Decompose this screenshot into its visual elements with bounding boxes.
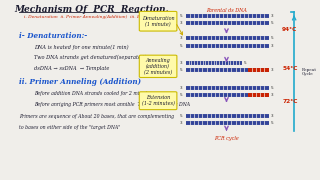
Text: 5: 5 [271, 21, 274, 25]
Text: 3: 3 [180, 21, 182, 25]
Text: 3: 3 [180, 86, 182, 90]
Text: 94°C: 94°C [282, 27, 298, 32]
Text: 3: 3 [180, 36, 182, 40]
Text: 5: 5 [244, 61, 247, 65]
Text: 3: 3 [271, 44, 274, 48]
Text: 5: 5 [180, 44, 182, 48]
Text: Parental ds DNA: Parental ds DNA [206, 8, 247, 13]
Text: Repeat
Cycle: Repeat Cycle [302, 68, 317, 76]
Text: Extension
(1-2 minutes): Extension (1-2 minutes) [142, 95, 174, 106]
Text: Annealing
(addition)
(2 minutes): Annealing (addition) (2 minutes) [144, 58, 172, 75]
Text: DNA is heated for one minute(1 min): DNA is heated for one minute(1 min) [34, 44, 129, 50]
Text: i. Denaturation  ii. Primer Annealing(Addition)  iii. Extension: i. Denaturation ii. Primer Annealing(Add… [24, 15, 159, 19]
Text: Before anriging PCR primers most annible  Two-daughter ds DNA: Before anriging PCR primers most annible… [34, 102, 190, 107]
Text: Before addition DNA strands cooled for 2 minutes.: Before addition DNA strands cooled for 2… [34, 91, 154, 96]
Text: Two DNA strands get denatured(separated): Two DNA strands get denatured(separated) [34, 55, 146, 60]
FancyBboxPatch shape [139, 92, 177, 110]
Text: 5: 5 [271, 36, 274, 40]
Text: 5: 5 [180, 93, 182, 97]
Text: 3: 3 [180, 61, 182, 65]
Text: 5: 5 [180, 14, 182, 18]
Text: 3: 3 [271, 14, 274, 18]
Text: i- Denaturation:-: i- Denaturation:- [19, 32, 87, 40]
Text: 5: 5 [180, 114, 182, 118]
Text: 5: 5 [180, 68, 182, 72]
Text: to bases on either side of the "target DNA": to bases on either side of the "target D… [19, 125, 120, 130]
Text: 3: 3 [271, 68, 274, 72]
FancyBboxPatch shape [139, 11, 177, 31]
Text: dsDNA → ssDNA  → Template: dsDNA → ssDNA → Template [34, 66, 109, 71]
Text: 5: 5 [271, 121, 274, 125]
Text: 3: 3 [180, 121, 182, 125]
Text: PCR cycle: PCR cycle [214, 136, 239, 141]
Text: Primers are sequence of About 20 bases, that are complementing: Primers are sequence of About 20 bases, … [19, 114, 174, 119]
Text: Denaturation
(1 minute): Denaturation (1 minute) [142, 16, 174, 27]
Text: 54°C: 54°C [282, 66, 298, 71]
Text: 5: 5 [271, 86, 274, 90]
Text: Mechanism Of  PCR  Reaction.: Mechanism Of PCR Reaction. [14, 5, 169, 14]
Text: 72°C: 72°C [282, 99, 298, 104]
Text: ii. Primer Anneling (Addition): ii. Primer Anneling (Addition) [19, 78, 141, 86]
FancyBboxPatch shape [139, 55, 177, 78]
Text: 3: 3 [271, 93, 274, 97]
Text: 3: 3 [271, 114, 274, 118]
